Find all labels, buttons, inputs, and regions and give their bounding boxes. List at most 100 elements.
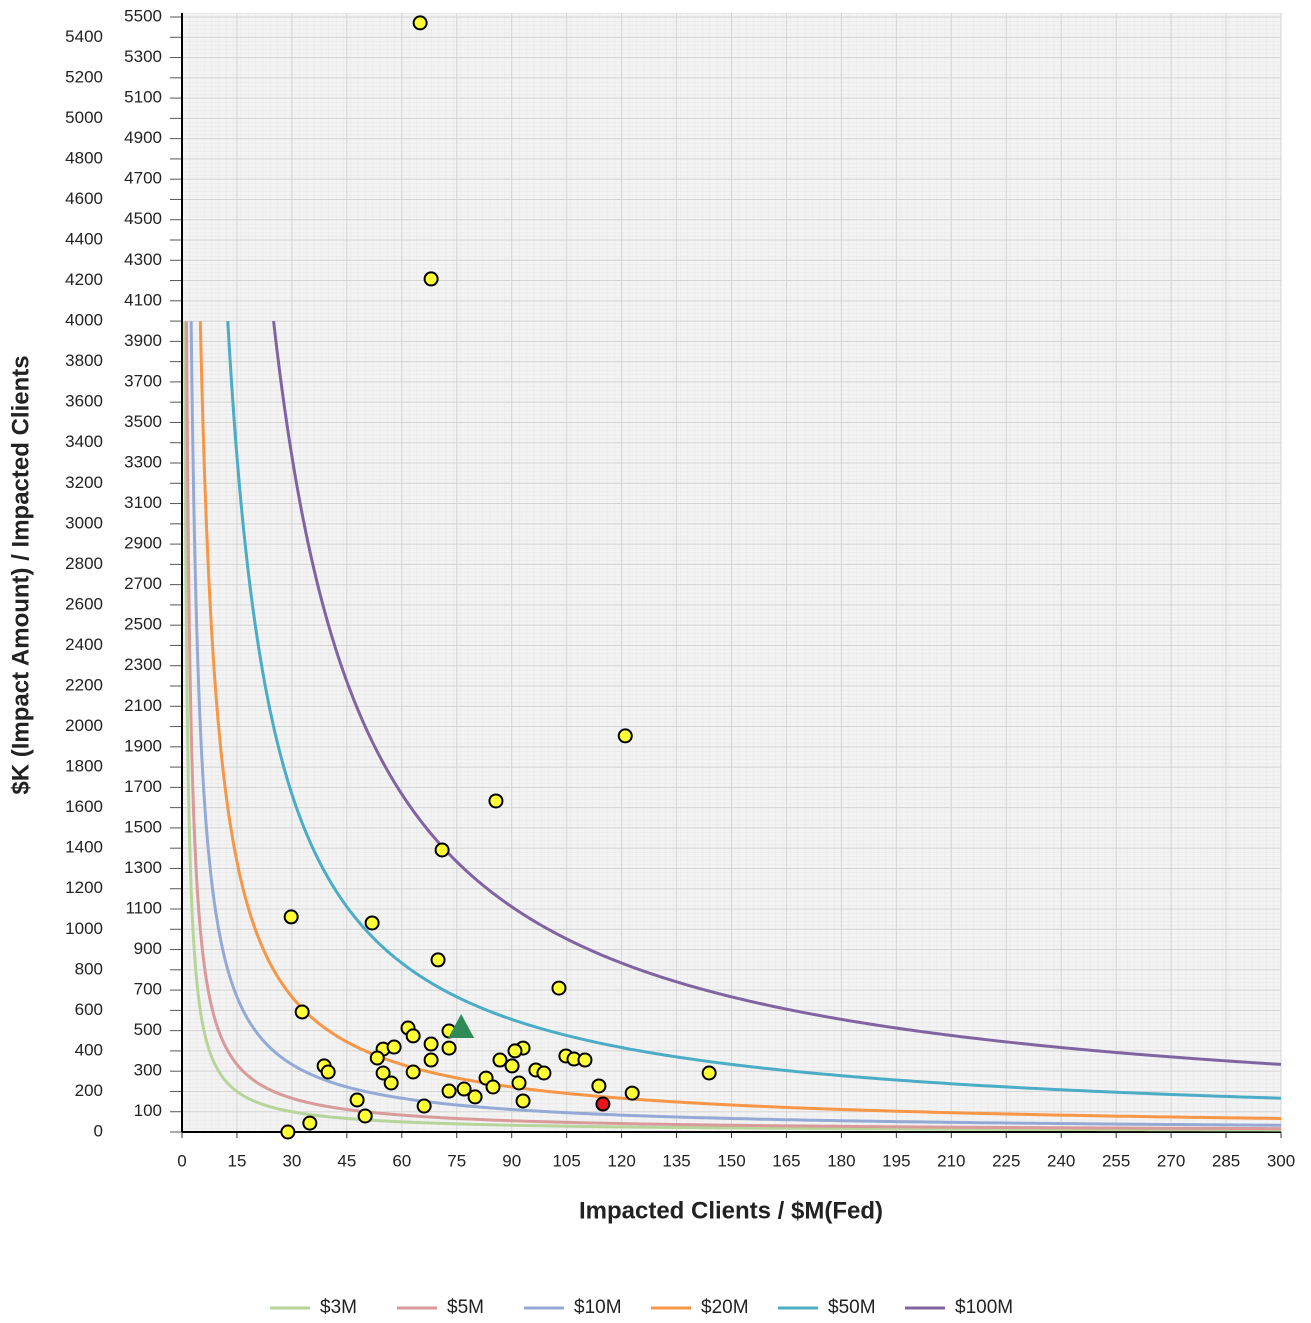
- marker: [591, 1078, 607, 1094]
- legend-label: $5M: [447, 1297, 484, 1318]
- y-tick-label: 800: [75, 959, 103, 978]
- y-tick-label: 1000: [65, 919, 103, 938]
- y-tick-label: 700: [134, 980, 162, 999]
- y-tick-label: 5300: [124, 47, 162, 66]
- legend-label: $50M: [828, 1297, 876, 1318]
- y-tick-label: 5500: [124, 6, 162, 25]
- marker: [467, 1089, 483, 1105]
- legend-label: $100M: [955, 1297, 1013, 1318]
- y-tick-label: 1100: [125, 898, 162, 917]
- marker: [423, 1052, 439, 1068]
- marker: [595, 1096, 611, 1112]
- y-tick-label: 3700: [124, 371, 162, 390]
- marker: [624, 1085, 640, 1101]
- x-tick-label: 270: [1157, 1151, 1185, 1170]
- marker: [617, 728, 633, 744]
- y-tick-label: 200: [75, 1081, 103, 1100]
- marker: [434, 842, 450, 858]
- marker: [492, 1052, 508, 1068]
- x-tick-label: 75: [447, 1151, 466, 1170]
- y-tick-label: 4500: [124, 209, 162, 228]
- y-tick-label: 5100: [124, 88, 162, 107]
- legend-label: $10M: [574, 1297, 622, 1318]
- marker: [507, 1043, 523, 1059]
- y-tick-label: 0: [94, 1121, 103, 1140]
- y-tick-label: 2600: [65, 594, 103, 613]
- y-tick-label: 2300: [124, 655, 162, 674]
- y-tick-label: 4000: [65, 311, 103, 330]
- y-tick-label: 400: [75, 1040, 103, 1059]
- y-tick-label: 4100: [124, 290, 162, 309]
- x-tick-label: 120: [607, 1151, 635, 1170]
- y-tick-label: 2200: [65, 675, 103, 694]
- y-tick-label: 4900: [124, 128, 162, 147]
- x-tick-label: 90: [502, 1151, 521, 1170]
- legend-label: $20M: [701, 1297, 749, 1318]
- curve: [198, 321, 1282, 1120]
- marker: [364, 915, 380, 931]
- x-axis-title: Impacted Clients / $M(Fed): [579, 1197, 883, 1224]
- y-tick-label: 100: [134, 1101, 162, 1120]
- marker: [423, 1036, 439, 1052]
- y-tick-label: 900: [134, 939, 162, 958]
- y-tick-label: 4700: [124, 169, 162, 188]
- y-tick-label: 1800: [65, 757, 103, 776]
- y-tick-label: 4400: [65, 229, 103, 248]
- x-tick-label: 225: [992, 1151, 1020, 1170]
- marker: [302, 1115, 318, 1131]
- marker: [511, 1075, 527, 1091]
- y-tick-label: 1600: [65, 797, 103, 816]
- x-tick-label: 15: [227, 1151, 246, 1170]
- y-tick-label: 3500: [124, 412, 162, 431]
- marker: [357, 1108, 373, 1124]
- marker: [430, 952, 446, 968]
- y-tick-label: 4800: [65, 148, 103, 167]
- y-tick-label: 1900: [124, 736, 162, 755]
- y-tick-label: 3400: [65, 432, 103, 451]
- y-tick-label: 3200: [65, 473, 103, 492]
- y-tick-label: 5200: [65, 67, 103, 86]
- x-tick-label: 45: [337, 1151, 356, 1170]
- y-tick-label: 2100: [124, 696, 162, 715]
- marker: [423, 271, 439, 287]
- x-tick-label: 210: [937, 1151, 965, 1170]
- y-tick-label: 1400: [65, 838, 103, 857]
- marker: [294, 1004, 310, 1020]
- y-tick-label: 1500: [124, 817, 162, 836]
- y-tick-label: 2500: [124, 615, 162, 634]
- curve: [226, 321, 1282, 1100]
- marker: [504, 1058, 520, 1074]
- x-tick-label: 255: [1102, 1151, 1130, 1170]
- y-tick-label: 3900: [124, 331, 162, 350]
- marker: [441, 1040, 457, 1056]
- curve: [272, 320, 1282, 1066]
- x-tick-label: 195: [882, 1151, 910, 1170]
- y-tick-label: 3300: [124, 452, 162, 471]
- x-tick-label: 30: [282, 1151, 301, 1170]
- x-tick-label: 150: [717, 1151, 745, 1170]
- y-tick-label: 1700: [124, 777, 162, 796]
- marker: [283, 909, 299, 925]
- marker: [383, 1075, 399, 1091]
- marker: [386, 1039, 402, 1055]
- marker: [320, 1064, 336, 1080]
- y-tick-label: 2900: [124, 534, 162, 553]
- y-tick-label: 5000: [65, 108, 103, 127]
- y-tick-label: 2700: [124, 574, 162, 593]
- marker: [448, 1014, 475, 1039]
- y-tick-label: 4200: [65, 270, 103, 289]
- marker: [551, 980, 567, 996]
- y-tick-label: 2000: [65, 716, 103, 735]
- y-tick-label: 2400: [65, 635, 103, 654]
- legend-label: $3M: [320, 1297, 357, 1318]
- x-tick-label: 165: [772, 1151, 800, 1170]
- marker: [456, 1081, 472, 1097]
- marker: [536, 1065, 552, 1081]
- marker: [577, 1052, 593, 1068]
- y-tick-label: 3100: [124, 493, 162, 512]
- marker: [405, 1028, 421, 1044]
- marker: [369, 1050, 385, 1066]
- marker: [412, 15, 428, 31]
- marker: [485, 1079, 501, 1095]
